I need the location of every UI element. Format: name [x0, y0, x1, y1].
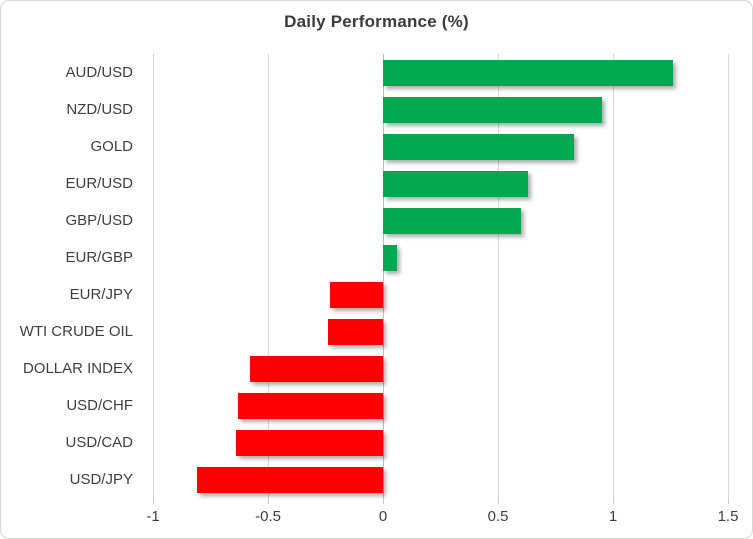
bar-nzd-usd: [383, 97, 602, 123]
bar-gold: [383, 134, 574, 160]
bar-dollar-index: [250, 356, 383, 382]
category-label: NZD/USD: [66, 101, 133, 118]
bar-wti-crude-oil: [328, 319, 383, 345]
chart-title: Daily Performance (%): [284, 12, 469, 31]
bar-aud-usd: [383, 60, 673, 86]
x-tick-label: 0: [378, 508, 388, 525]
category-label: GBP/USD: [65, 212, 133, 229]
gridline: [613, 54, 614, 498]
x-tick-mark: [498, 498, 499, 504]
bar-usd-cad: [236, 430, 383, 456]
category-label: EUR/GBP: [65, 249, 133, 266]
category-label: USD/JPY: [69, 471, 133, 488]
x-tick-label: 1: [608, 508, 618, 525]
x-tick-mark: [383, 498, 384, 504]
x-tick-label: -0.5: [255, 508, 281, 525]
x-tick-mark: [613, 498, 614, 504]
category-label: GOLD: [90, 138, 133, 155]
x-tick-mark: [268, 498, 269, 504]
gridline: [728, 54, 729, 498]
bar-eur-gbp: [383, 245, 397, 271]
category-label: EUR/USD: [65, 175, 133, 192]
bar-usd-chf: [238, 393, 383, 419]
bar-usd-jpy: [197, 467, 383, 493]
gridline: [153, 54, 154, 498]
x-tick-label: -1: [146, 508, 160, 525]
bar-eur-usd: [383, 171, 528, 197]
x-tick-mark: [728, 498, 729, 504]
gridline: [498, 54, 499, 498]
bar-eur-jpy: [330, 282, 383, 308]
gridline: [268, 54, 269, 498]
category-label: USD/CAD: [65, 434, 133, 451]
x-tick-label: 0.5: [487, 508, 509, 525]
category-label: AUD/USD: [65, 64, 133, 81]
zero-axis-line: [383, 54, 384, 498]
category-label: DOLLAR INDEX: [22, 360, 133, 377]
category-label: WTI CRUDE OIL: [19, 323, 133, 340]
bar-gbp-usd: [383, 208, 521, 234]
plot-area: [153, 54, 729, 498]
category-label: EUR/JPY: [69, 286, 133, 303]
x-tick-label: 1.5: [717, 508, 739, 525]
x-tick-mark: [153, 498, 154, 504]
category-label: USD/CHF: [66, 397, 133, 414]
